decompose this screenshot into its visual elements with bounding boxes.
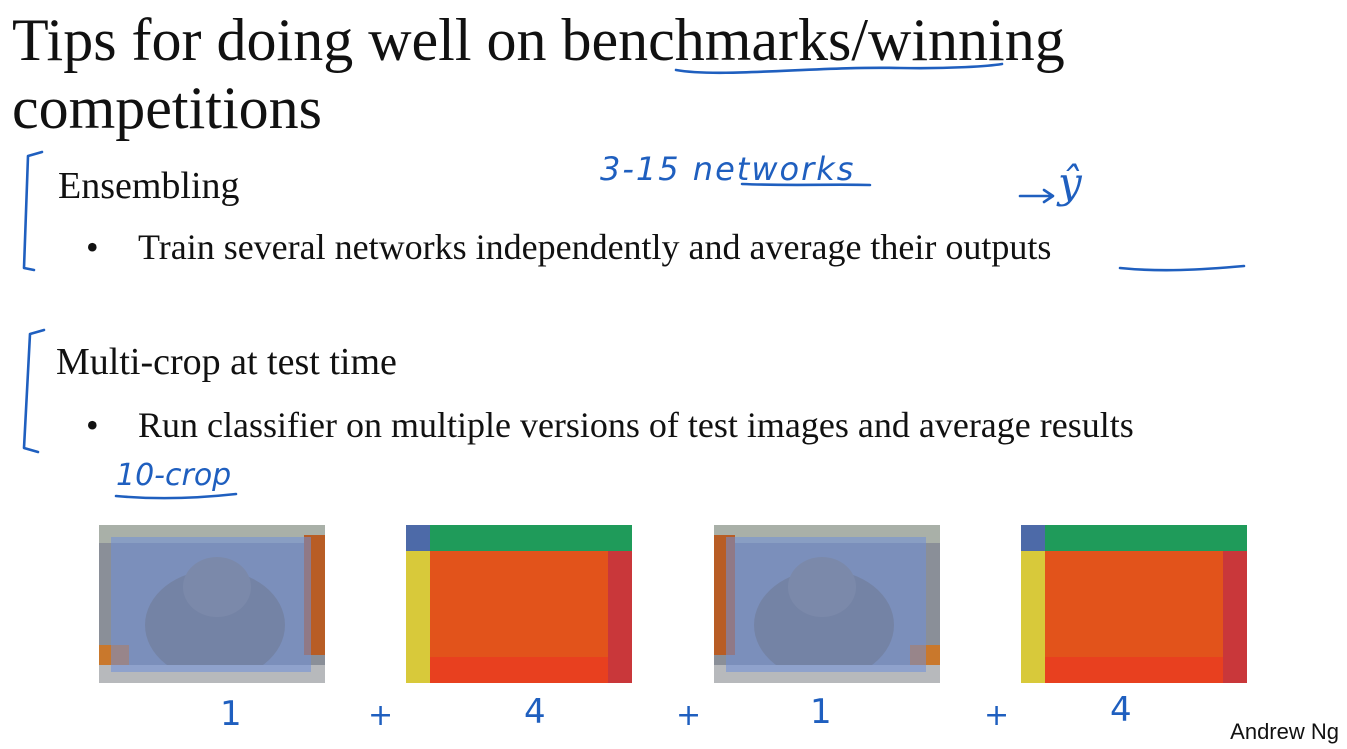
- bracket-ensembling: [22, 150, 44, 272]
- bullet-text: Run classifier on multiple versions of t…: [138, 405, 1134, 445]
- underline-outputs: [1118, 264, 1246, 272]
- arrow-to-yhat: [1018, 188, 1055, 204]
- plus-sign-3: +: [984, 698, 1010, 733]
- plus-sign-2: +: [676, 698, 702, 733]
- crop-count-1: 1: [220, 694, 242, 734]
- crop-count-1-mirrored: 1: [810, 692, 832, 732]
- cat-mirrored-corner-crops-image: [1021, 525, 1247, 683]
- section-heading-ensembling: Ensembling: [58, 165, 240, 207]
- crop-count-4-mirrored: 4: [1110, 690, 1132, 730]
- bullet-dot: •: [86, 227, 99, 267]
- bullet-dot: •: [86, 405, 99, 445]
- bullet-multicrop: • Run classifier on multiple versions of…: [86, 404, 1134, 446]
- cat-mirrored-center-crop-image: [714, 525, 940, 683]
- cat-corner-crops-image: [406, 525, 632, 683]
- bullet-text: Train several networks independently and…: [138, 227, 1052, 267]
- author-signature: Andrew Ng: [1230, 719, 1339, 744]
- ensemble-network-count-note: 3-15 networks: [600, 150, 856, 188]
- section-heading-multicrop: Multi-crop at test time: [56, 341, 397, 383]
- plus-sign-1: +: [368, 698, 394, 733]
- ten-crop-note: 10-crop: [116, 458, 232, 493]
- underline-10-crop: [114, 492, 238, 500]
- cat-center-crop-image: [99, 525, 325, 683]
- slide-title: Tips for doing well on benchmarks/winnin…: [12, 7, 1065, 141]
- bracket-multicrop: [22, 328, 46, 454]
- crop-count-4: 4: [524, 692, 546, 732]
- bullet-ensembling: • Train several networks independently a…: [86, 226, 1052, 268]
- yhat-note: ŷ: [1058, 158, 1082, 207]
